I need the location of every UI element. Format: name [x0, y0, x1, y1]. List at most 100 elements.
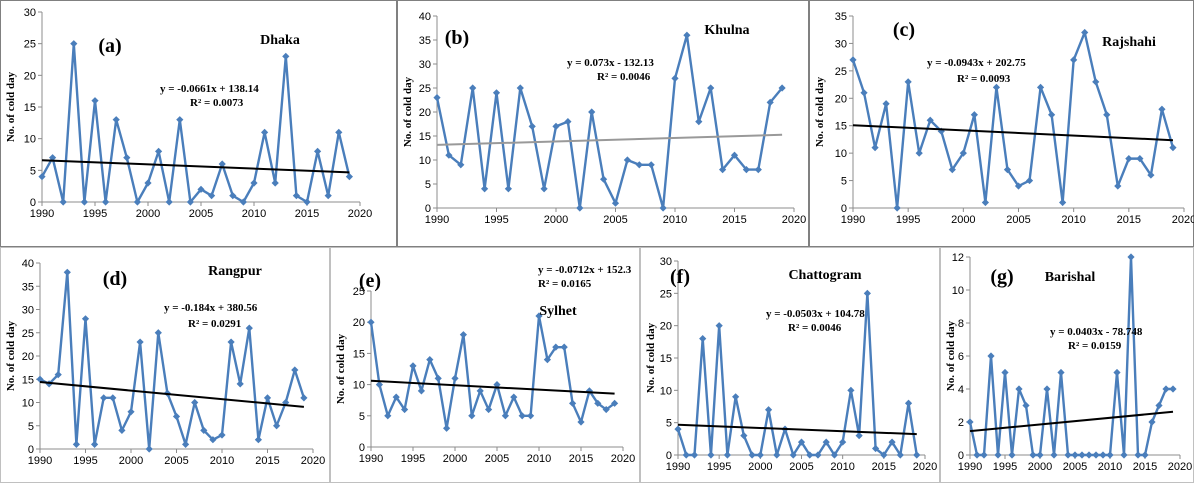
y-tick-label: 40 [419, 11, 431, 23]
data-point [208, 192, 216, 200]
x-tick-label: 1990 [425, 214, 449, 226]
x-tick-label: 2010 [1061, 214, 1085, 226]
data-point [926, 116, 934, 124]
y-tick-label: 8 [958, 318, 964, 330]
data-point [136, 338, 144, 346]
data-point [671, 74, 679, 82]
panel-border [397, 0, 809, 247]
data-point [1070, 56, 1078, 64]
data-point [516, 84, 524, 92]
r-squared: R² = 0.0165 [538, 278, 592, 290]
data-point [145, 445, 153, 453]
data-point [564, 118, 572, 126]
x-tick-label: 2010 [210, 455, 234, 467]
trend-line [436, 133, 783, 146]
y-tick-label: 20 [835, 93, 847, 105]
x-tick-label: 2010 [527, 453, 551, 465]
data-point [882, 100, 890, 108]
data-point [896, 451, 904, 459]
station-title: Sylhet [539, 304, 577, 319]
chart-svg-b: 0 5 10 15 20 25 30 35 40 1990 1995 2000 2005 2010 2015… [397, 0, 809, 247]
data-point [504, 185, 512, 193]
data-point [1085, 451, 1093, 459]
y-tick-label: 20 [660, 321, 672, 333]
data-point [527, 412, 535, 420]
data-point [155, 147, 163, 155]
data-point [367, 318, 375, 326]
data-point [1071, 451, 1079, 459]
x-tick-label: 1995 [707, 461, 731, 473]
data-point [127, 408, 135, 416]
y-tick-label: 15 [353, 348, 365, 360]
y-tick-label: 15 [24, 102, 36, 114]
data-point [764, 406, 773, 414]
data-point [59, 198, 67, 206]
data-point [585, 387, 593, 395]
data-point [893, 204, 901, 212]
y-tick-label: 5 [841, 176, 847, 188]
y-tick-label: 6 [958, 351, 964, 363]
trend-equation: y = -0.0712x + 152.3 [538, 264, 632, 276]
data-point [81, 315, 90, 323]
data-point [518, 412, 526, 420]
station-title: Barishal [1045, 270, 1096, 285]
data-point [1003, 166, 1012, 174]
x-tick-label: 2010 [663, 214, 687, 226]
x-tick-label: 2020 [1168, 461, 1192, 473]
station-title: Dhaka [260, 33, 300, 48]
data-point [994, 451, 1002, 459]
data-point [209, 436, 217, 444]
y-tick-label: 10 [22, 398, 34, 410]
data-point [459, 331, 467, 339]
x-tick-label: 2015 [1117, 214, 1141, 226]
chart-svg-d: 0 5 10 15 20 25 30 35 40 1990 1995 2000 2005 2010 2015… [0, 247, 330, 483]
y-tick-label: 10 [835, 148, 847, 160]
x-tick-label: 2015 [1133, 461, 1157, 473]
y-tick-label: 25 [660, 288, 672, 300]
data-point [434, 374, 442, 382]
data-point [789, 451, 797, 459]
data-point [1050, 451, 1058, 459]
data-point [855, 432, 863, 440]
series-line [39, 271, 306, 451]
data-point [1092, 451, 1100, 459]
y-axis-label: No. of cold day [814, 76, 826, 147]
data-point [191, 398, 199, 407]
r-squared: R² = 0.0046 [597, 71, 651, 83]
data-point [778, 84, 786, 92]
trend-equation: y = -0.0503x + 104.78 [766, 308, 865, 320]
data-point [674, 425, 682, 433]
y-tick-label: 5 [666, 418, 672, 430]
panel-letter: (c) [893, 19, 915, 41]
y-axis-label: No. of cold day [5, 320, 17, 391]
data-point [773, 451, 781, 459]
trend-line [677, 423, 917, 436]
data-point [623, 156, 631, 164]
data-point [552, 122, 560, 130]
data-point [335, 128, 343, 136]
data-point [1158, 105, 1166, 113]
data-point [1148, 418, 1156, 426]
data-point [732, 393, 740, 401]
chart-panel-d: 0 5 10 15 20 25 30 35 40 1990 1995 2000 2005 2010 2015… [0, 247, 330, 483]
data-point [560, 343, 568, 351]
trend-line [370, 379, 615, 395]
y-tick-label: 20 [353, 317, 365, 329]
x-tick-label: 2010 [242, 208, 266, 220]
data-point [966, 418, 974, 426]
trend-equation: y = -0.0661x + 138.14 [160, 83, 259, 95]
x-tick-label: 2000 [443, 453, 467, 465]
data-point [254, 436, 262, 444]
data-point [417, 387, 425, 395]
data-point [144, 179, 152, 187]
chart-svg-c: 0 5 10 15 20 25 30 35 1990 1995 2000 2005 2010 2015 20… [809, 0, 1194, 247]
x-tick-label: 1995 [73, 455, 97, 467]
x-tick-label: 2020 [348, 208, 372, 220]
r-squared: R² = 0.0291 [188, 318, 241, 330]
data-point [49, 154, 57, 162]
data-point [847, 386, 855, 394]
data-point [303, 198, 311, 206]
data-point [987, 352, 995, 360]
y-tick-label: 25 [835, 66, 847, 78]
data-point [172, 412, 181, 421]
